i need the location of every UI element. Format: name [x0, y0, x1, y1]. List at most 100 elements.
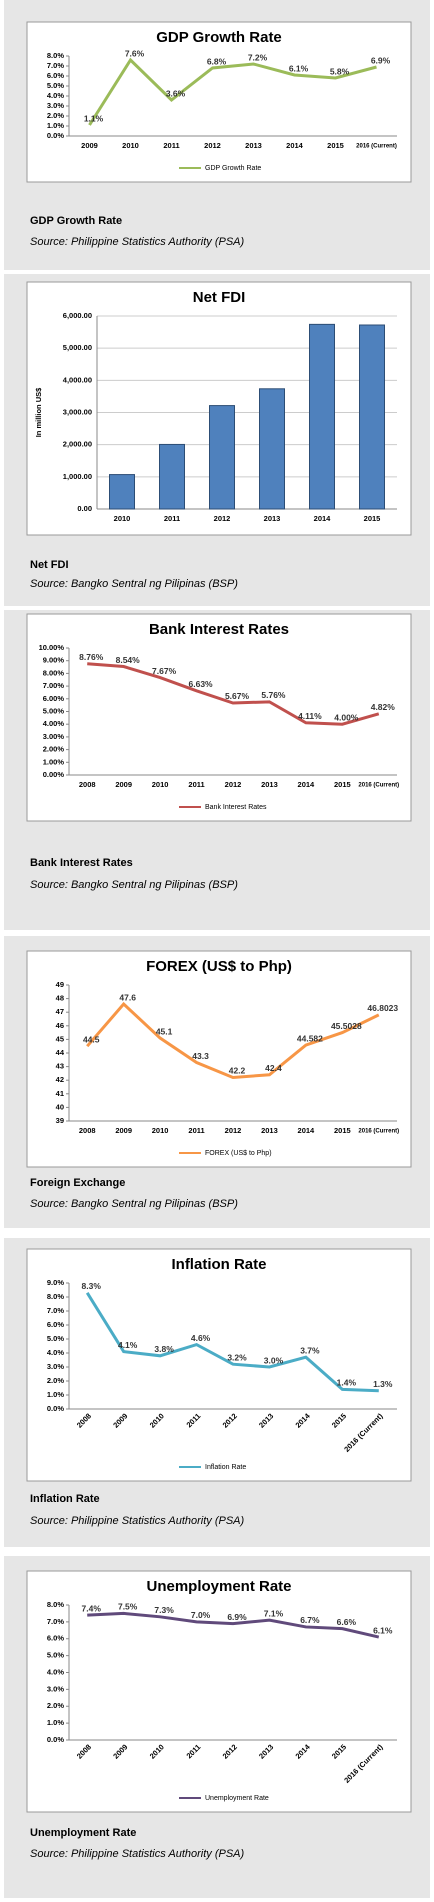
- y-tick-label: 40: [56, 1102, 64, 1111]
- y-tick-label: 6.0%: [47, 1320, 64, 1329]
- x-tick-label: 2016 (Current): [358, 783, 399, 789]
- value-label: 6.1%: [289, 63, 309, 73]
- chart-box: [26, 613, 412, 822]
- caption: GDP Growth Rate: [30, 215, 122, 227]
- legend-label: GDP Growth Rate: [205, 165, 261, 172]
- y-tick-label: 8.00%: [43, 668, 65, 677]
- x-tick-label: 2013: [261, 1126, 278, 1135]
- value-label: 1.4%: [337, 1378, 357, 1388]
- value-label: 7.67%: [152, 666, 177, 676]
- value-label: 42.4: [265, 1063, 282, 1073]
- x-tick-label: 2011: [188, 780, 204, 789]
- value-label: 8.76%: [79, 652, 104, 662]
- value-label: 45.1: [156, 1026, 173, 1036]
- x-tick-label: 2012: [204, 141, 221, 150]
- y-tick-label: 42: [56, 1075, 64, 1084]
- caption: Net FDI: [30, 559, 69, 571]
- y-tick-label: 44: [56, 1048, 65, 1057]
- x-tick-label: 2012: [214, 514, 231, 523]
- y-tick-label: 7.00%: [43, 681, 65, 690]
- y-tick-label: 2.0%: [47, 1376, 64, 1385]
- value-label: 6.1%: [373, 1625, 393, 1635]
- y-tick-label: 5,000.00: [63, 343, 92, 352]
- x-tick-label: 2010: [114, 514, 131, 523]
- y-tick-label: 6.00%: [43, 694, 65, 703]
- x-tick-label: 2009: [115, 780, 132, 789]
- caption: Foreign Exchange: [30, 1177, 125, 1189]
- y-tick-label: 0.00: [77, 504, 92, 513]
- value-label: 6.8%: [207, 56, 227, 66]
- y-tick-label: 49: [56, 980, 64, 989]
- chart-title: Net FDI: [193, 289, 246, 306]
- value-label: 5.67%: [225, 691, 250, 701]
- value-label: 3.0%: [264, 1355, 284, 1365]
- y-tick-label: 5.0%: [47, 81, 64, 90]
- x-tick-label: 2014: [298, 1126, 316, 1135]
- y-tick-label: 3,000.00: [63, 407, 92, 416]
- x-tick-label: 2010: [152, 1126, 169, 1135]
- y-tick-label: 5.0%: [47, 1334, 64, 1343]
- value-label: 5.8%: [330, 66, 350, 76]
- value-label: 7.4%: [82, 1603, 102, 1613]
- value-label: 6.6%: [337, 1617, 357, 1627]
- y-tick-label: 6,000.00: [63, 311, 92, 320]
- y-tick-label: 46: [56, 1021, 64, 1030]
- value-label: 4.6%: [191, 1333, 211, 1343]
- legend-label: Unemployment Rate: [205, 1795, 269, 1802]
- y-tick-label: 0.0%: [47, 131, 64, 140]
- y-tick-label: 2.00%: [43, 745, 65, 754]
- x-tick-label: 2013: [245, 141, 262, 150]
- caption: Unemployment Rate: [30, 1827, 136, 1839]
- x-tick-label: 2014: [286, 141, 304, 150]
- value-label: 6.9%: [227, 1612, 247, 1622]
- x-tick-label: 2008: [79, 1126, 96, 1135]
- y-tick-label: 1.0%: [47, 1390, 64, 1399]
- chart-title: Bank Interest Rates: [149, 621, 289, 638]
- x-tick-label: 2009: [115, 1126, 132, 1135]
- y-tick-label: 48: [56, 994, 64, 1003]
- y-tick-label: 41: [56, 1089, 64, 1098]
- x-tick-label: 2011: [163, 141, 179, 150]
- y-tick-label: 6.0%: [47, 1634, 64, 1643]
- y-tick-label: 45: [56, 1034, 64, 1043]
- x-tick-label: 2008: [79, 780, 96, 789]
- value-label: 7.5%: [118, 1602, 138, 1612]
- value-label: 6.7%: [300, 1615, 320, 1625]
- x-tick-label: 2016 (Current): [356, 144, 397, 150]
- bar: [259, 388, 285, 510]
- value-label: 43.3: [192, 1051, 209, 1061]
- y-axis-title: In million US$: [34, 387, 43, 437]
- y-tick-label: 43: [56, 1062, 64, 1071]
- y-tick-label: 4.0%: [47, 1667, 64, 1676]
- y-tick-label: 1.0%: [47, 1718, 64, 1727]
- y-tick-label: 47: [56, 1007, 64, 1016]
- y-tick-label: 6.0%: [47, 71, 64, 80]
- line: [87, 1611, 380, 1639]
- bar: [359, 324, 385, 510]
- y-tick-label: 4.0%: [47, 1348, 64, 1357]
- value-label: 5.76%: [261, 690, 286, 700]
- value-label: 1.1%: [84, 113, 104, 123]
- x-tick-label: 2013: [264, 514, 281, 523]
- y-tick-label: 0.00%: [43, 770, 65, 779]
- y-tick-label: 9.00%: [43, 656, 65, 665]
- value-label: 1.3%: [373, 1379, 393, 1389]
- x-tick-label: 2014: [298, 780, 316, 789]
- y-tick-label: 0.0%: [47, 1735, 64, 1744]
- value-label: 4.1%: [118, 1340, 138, 1350]
- y-tick-label: 7.0%: [47, 1617, 64, 1626]
- value-label: 4.82%: [371, 702, 396, 712]
- source: Source: Bangko Sentral ng Pilipinas (BSP…: [30, 879, 238, 891]
- y-tick-label: 2.0%: [47, 111, 64, 120]
- y-tick-label: 4.00%: [43, 719, 65, 728]
- chart-box: [26, 1248, 412, 1482]
- chart-title: Inflation Rate: [171, 1256, 266, 1273]
- bar: [209, 405, 235, 510]
- line: [87, 662, 380, 726]
- x-tick-label: 2012: [225, 780, 242, 789]
- y-tick-label: 8.0%: [47, 1292, 64, 1301]
- y-tick-label: 1.00%: [43, 757, 65, 766]
- x-tick-label: 2015: [334, 780, 351, 789]
- value-label: 8.54%: [116, 655, 141, 665]
- value-label: 8.3%: [82, 1281, 102, 1291]
